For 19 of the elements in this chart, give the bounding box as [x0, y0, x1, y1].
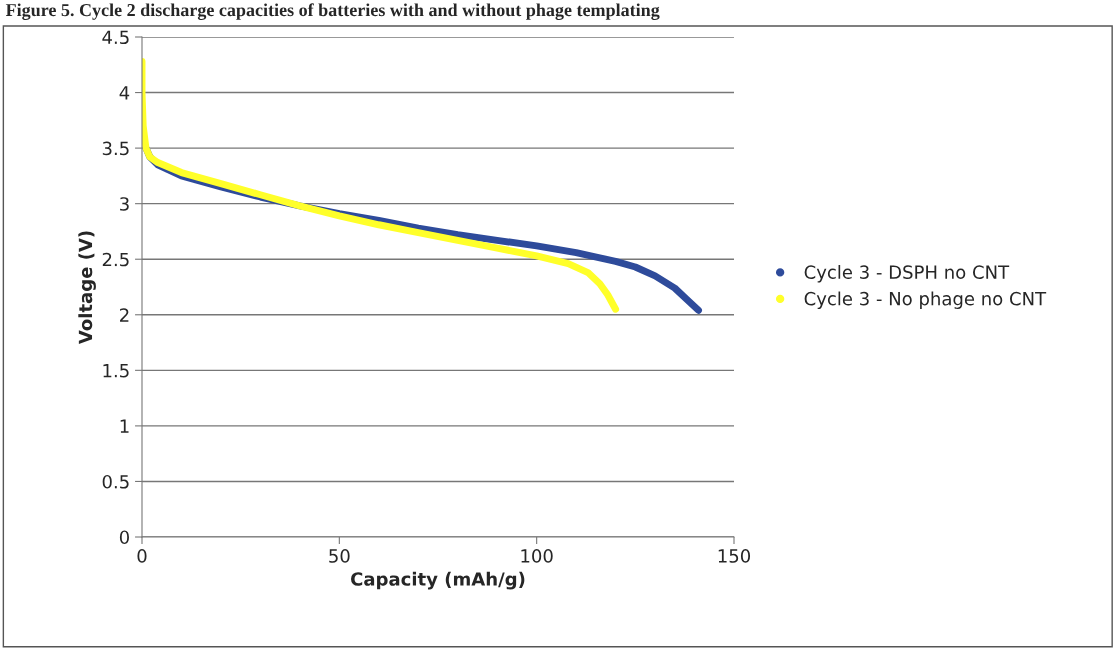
legend-label: Cycle 3 - DSPH no CNT	[804, 265, 1010, 283]
y-tick-label: 1.5	[103, 364, 129, 378]
legend-label: Cycle 3 - No phage no CNT	[804, 291, 1047, 309]
y-tick-label: 3	[120, 197, 129, 211]
y-tick-label: 1	[120, 419, 129, 433]
y-tick-label: 0	[119, 530, 129, 545]
y-axis-title: Voltage (V)	[78, 231, 96, 345]
y-tick-label: 4.5	[102, 30, 129, 45]
x-tick-label: 0	[137, 549, 147, 563]
y-tick-label: 2.5	[102, 252, 129, 267]
y-tick-label: 0.5	[102, 474, 129, 489]
x-tick-label: 150	[718, 549, 751, 563]
x-tick-label: 50	[329, 549, 350, 563]
x-axis-title: Capacity (mAh/g)	[351, 571, 525, 590]
y-tick-label: 3.5	[102, 141, 129, 156]
y-tick-label: 2	[120, 308, 129, 322]
y-tick-label: 4	[119, 86, 130, 100]
chart-title: Figure 5. Cycle 2 discharge capacities of batteries with and without phage templating	[5, 3, 660, 20]
x-tick-label: 100	[521, 549, 553, 563]
